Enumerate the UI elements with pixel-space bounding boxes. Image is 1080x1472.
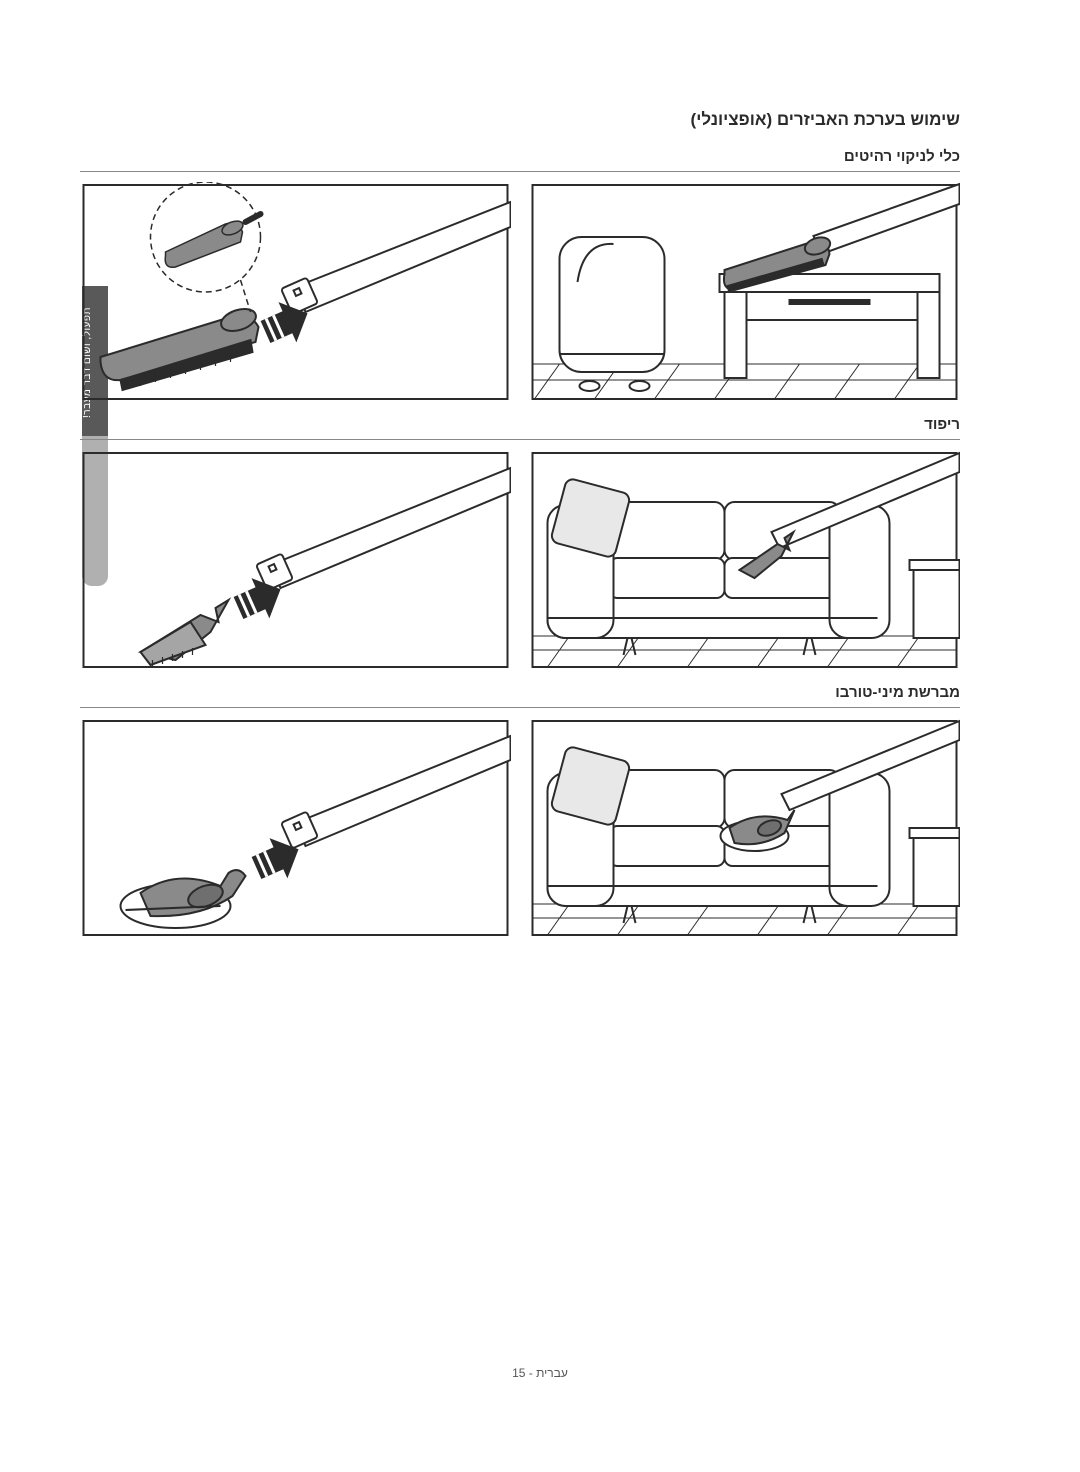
row-upholstery [80,450,960,670]
panel-upholstery-assembly [80,450,511,670]
page-content: שימוש בערכת האביזרים (אופציונלי) כלי לני… [80,110,960,942]
panel-upholstery-usage [529,450,960,670]
section-title-upholstery: ריפוד [80,416,960,440]
panel-furniture-assembly [80,182,511,402]
row-turbo [80,718,960,938]
main-title: שימוש בערכת האביזרים (אופציונלי) [80,110,960,130]
row-furniture [80,182,960,402]
section-title-turbo: מברשת מיני-טורבו [80,684,960,708]
page-footer: עברית - 15 [0,1366,1080,1380]
panel-turbo-usage [529,718,960,938]
section-title-furniture: כלי לניקוי רהיטים [80,148,960,172]
panel-turbo-assembly [80,718,511,938]
panel-furniture-usage [529,182,960,402]
